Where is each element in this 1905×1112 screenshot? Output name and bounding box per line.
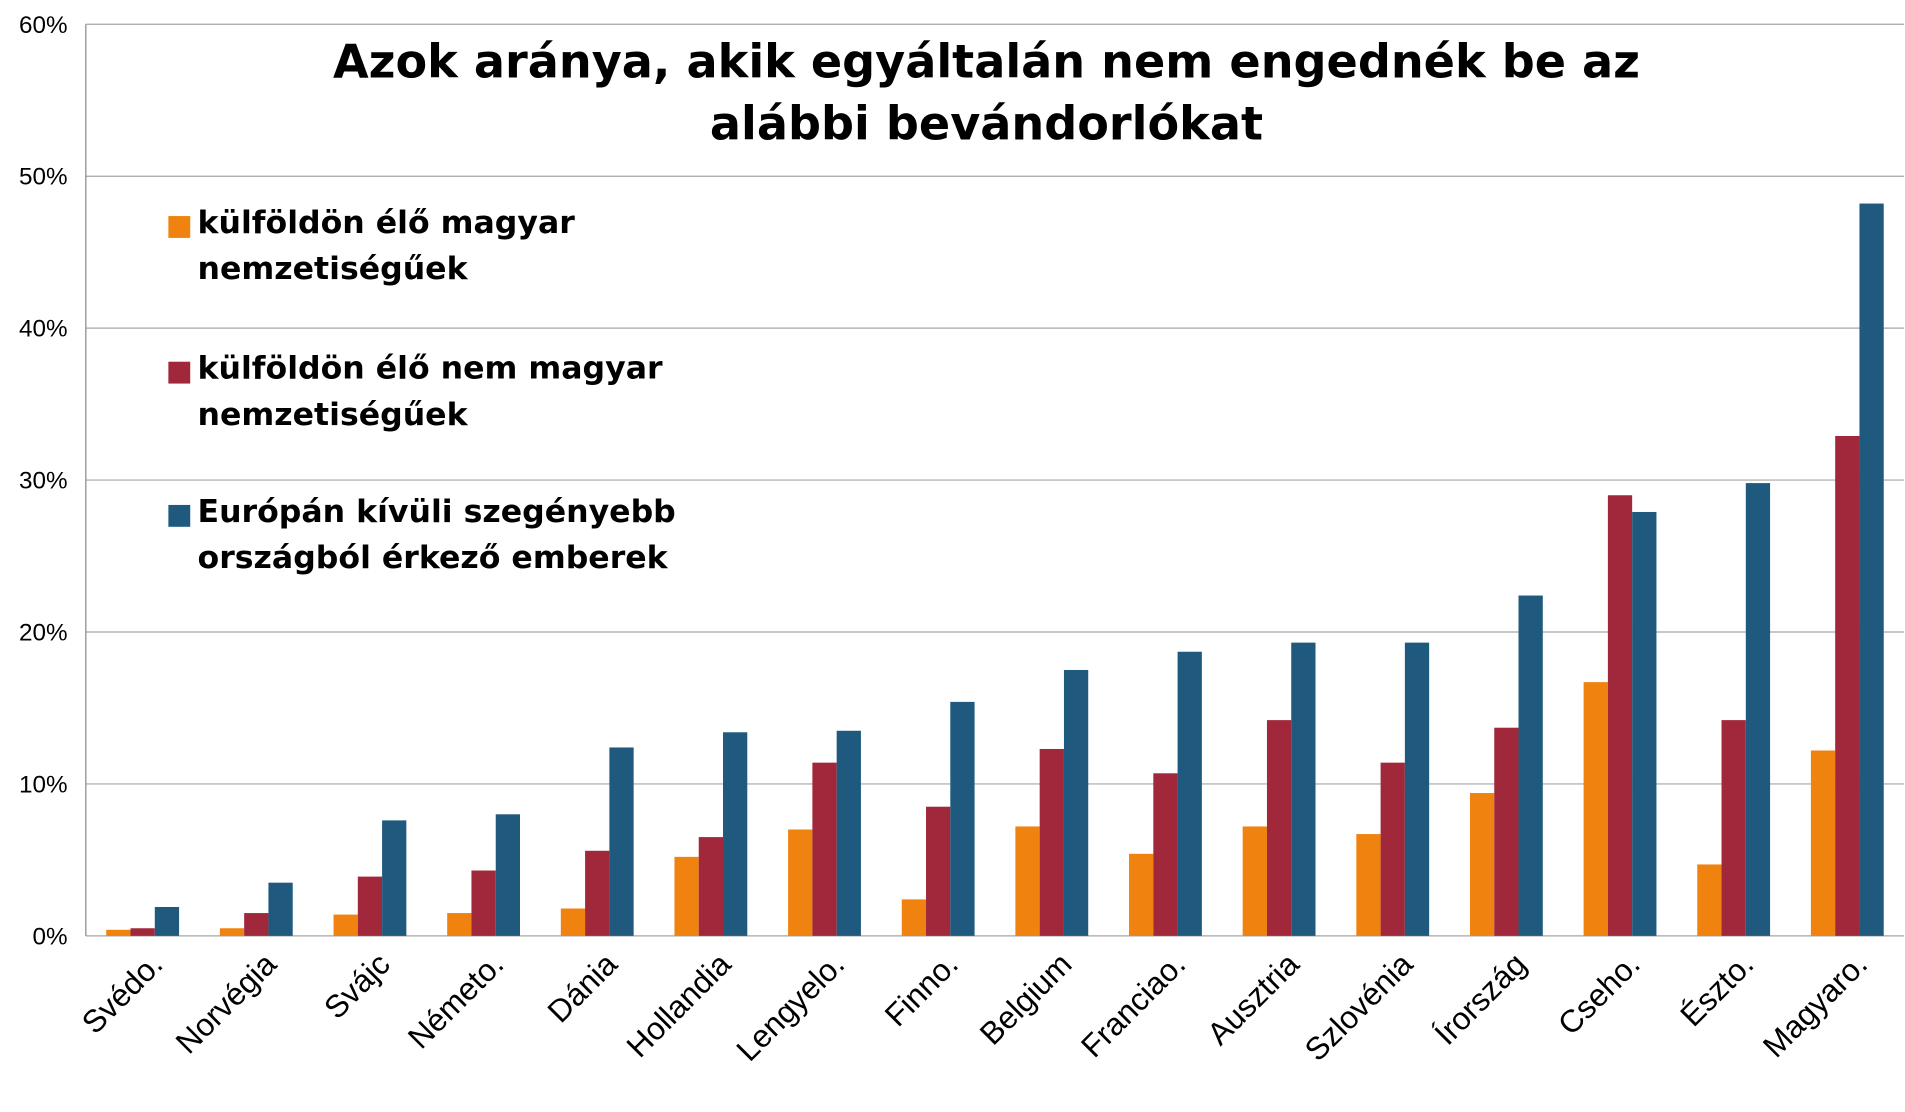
bar: [1745, 483, 1771, 936]
bar: [1291, 642, 1316, 936]
bar: [723, 732, 748, 936]
bar: [1177, 651, 1202, 936]
bar: [674, 856, 699, 936]
bar: [1266, 720, 1292, 936]
bar: [836, 730, 861, 936]
y-tick-label: 10%: [19, 771, 68, 798]
bar: [1494, 727, 1519, 936]
bar: [447, 913, 472, 936]
bar: [1153, 773, 1178, 936]
bar: [560, 908, 586, 936]
bar: [1810, 750, 1836, 936]
y-tick-label: 30%: [19, 468, 68, 495]
x-tick-label: Svájc: [317, 946, 397, 1026]
bar: [1039, 748, 1064, 936]
legend-label: Európán kívüli szegényebb országból érke…: [197, 494, 676, 577]
x-tick-label: Észto.: [1673, 946, 1760, 1033]
bar: [609, 747, 634, 936]
bar: [901, 899, 927, 936]
x-tick-label: Dánia: [540, 945, 624, 1029]
bar: [1356, 834, 1381, 936]
x-tick-label: Írország: [1427, 946, 1533, 1052]
legend-item: külföldön élő nem magyar nemzetiségűek: [168, 350, 663, 433]
y-tick-label: 40%: [19, 316, 68, 343]
legend-item: Európán kívüli szegényebb országból érke…: [168, 494, 676, 577]
title-box: Azok aránya, akik egyáltalán nem engedné…: [332, 35, 1641, 151]
bar: [1242, 826, 1267, 936]
bar: [1404, 642, 1430, 936]
bar: [471, 870, 496, 936]
bar: [219, 928, 245, 936]
bar: [1015, 826, 1040, 936]
bar: [1380, 762, 1405, 936]
bar: [495, 814, 521, 936]
bar: [1721, 720, 1746, 936]
legend-swatch: [168, 504, 191, 527]
bar: [788, 829, 813, 936]
bar: [1859, 203, 1884, 936]
bar: [357, 876, 383, 936]
x-tick-label: Magyaro.: [1756, 946, 1874, 1064]
bar: [382, 820, 407, 936]
legend-item: külföldön élő magyar nemzetiségűek: [168, 205, 575, 288]
x-tick-label: Németo.: [401, 946, 511, 1056]
bar: [244, 913, 269, 936]
bar: [1632, 511, 1657, 936]
bar: [1518, 595, 1543, 936]
bar: [1469, 793, 1495, 936]
x-tick-label: Belgium: [973, 946, 1079, 1052]
bar: [698, 837, 724, 936]
bar: [268, 882, 293, 936]
bar: [812, 762, 837, 936]
bar: [1129, 853, 1154, 936]
legend-box: külföldön élő nem magyar nemzetiségűek: [197, 350, 663, 433]
bar: [1063, 669, 1089, 936]
x-tick-label: Franciao.: [1074, 946, 1192, 1064]
x-tick-label: Svédo.: [75, 946, 170, 1041]
x-tick-label: Norvégia: [168, 945, 283, 1060]
legend-swatch: [168, 361, 191, 384]
bar: [130, 928, 155, 936]
x-tick-label: Szlovénia: [1297, 945, 1419, 1067]
bar: [585, 850, 610, 936]
legend-swatch: [168, 216, 191, 238]
bar: [154, 906, 180, 936]
y-tick-label: 50%: [19, 164, 68, 191]
x-tick-label: Cseho.: [1551, 946, 1647, 1042]
legend-label: külföldön élő nem magyar nemzetiségűek: [197, 350, 663, 433]
bar: [1835, 436, 1860, 936]
legend-box: Európán kívüli szegényebb országból érke…: [197, 494, 676, 577]
x-tick-label: Lengyelo.: [729, 946, 851, 1068]
bar: [1607, 495, 1633, 936]
x-tick-label: Ausztria: [1200, 945, 1306, 1051]
bar: [1697, 864, 1722, 936]
y-tick-label: 0%: [33, 923, 68, 950]
bar: [950, 701, 975, 936]
y-tick-label: 60%: [19, 12, 68, 39]
y-tick-label: 20%: [19, 619, 68, 646]
bar: [333, 914, 358, 936]
x-tick-label: Hollandia: [619, 945, 738, 1064]
bar: [926, 806, 951, 936]
bar: [106, 929, 131, 936]
legend-box: külföldön élő magyar nemzetiségűek: [197, 205, 575, 288]
chart-title: Azok aránya, akik egyáltalán nem engedné…: [332, 35, 1641, 151]
x-tick-label: Finno.: [878, 946, 965, 1033]
bar: [1583, 682, 1608, 936]
legend-label: külföldön élő magyar nemzetiségűek: [197, 205, 575, 288]
